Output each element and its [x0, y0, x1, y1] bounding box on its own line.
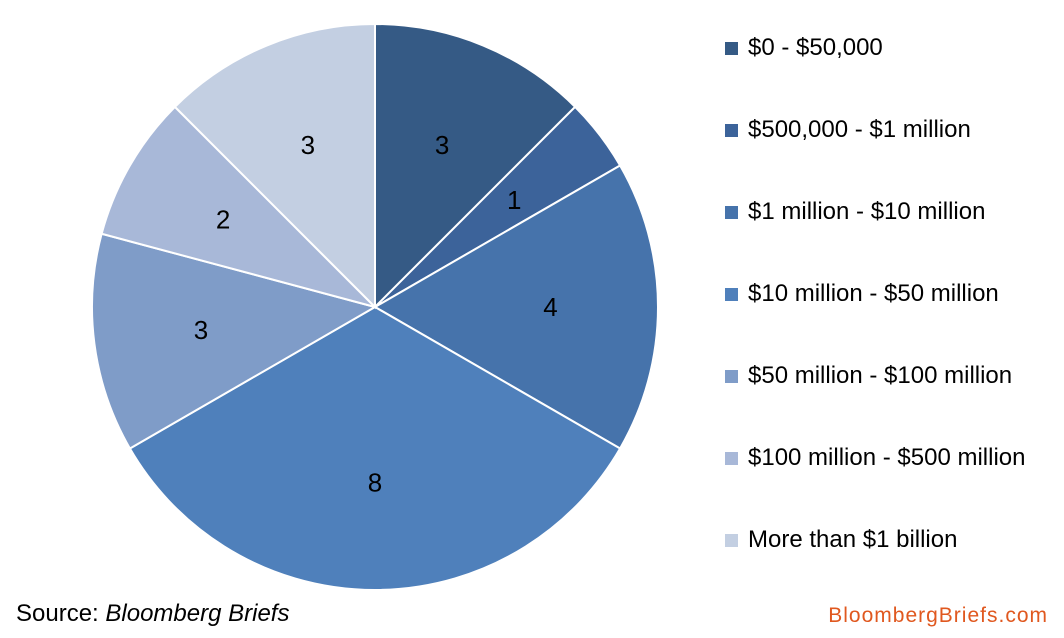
legend-label: $100 million - $500 million [748, 444, 1026, 471]
slice-value-label: 2 [216, 204, 230, 234]
legend-label: More than $1 billion [748, 526, 958, 553]
legend-item: $50 million - $100 million [725, 358, 1025, 440]
legend-item: $10 million - $50 million [725, 276, 1025, 358]
legend-label: $500,000 - $1 million [748, 116, 971, 143]
pie-slice [91, 232, 378, 450]
legend-item: $500,000 - $1 million [725, 112, 1025, 194]
legend-swatch [725, 124, 738, 137]
slice-value-label: 3 [435, 130, 449, 160]
slice-value-label: 8 [368, 467, 382, 497]
brand-wordmark: BloombergBriefs.com [828, 604, 1048, 627]
pie-slice [128, 305, 622, 591]
slice-value-label: 1 [507, 185, 521, 215]
legend-item: More than $1 billion [725, 522, 1025, 604]
legend-label: $50 million - $100 million [748, 362, 1013, 389]
pie-slice [173, 22, 376, 310]
slice-value-label: 3 [301, 130, 315, 160]
legend-item: $1 million - $10 million [725, 194, 1025, 276]
legend-swatch [725, 452, 738, 465]
pie-chart: 3 1 4 8 3 2 3 [91, 22, 659, 591]
legend-swatch [725, 370, 738, 383]
pie-slice [373, 164, 659, 450]
legend-swatch [725, 288, 738, 301]
legend-item: $100 million - $500 million [725, 440, 1025, 522]
legend-label: $0 - $50,000 [748, 34, 883, 61]
legend-item: $0 - $50,000 [725, 30, 1025, 112]
legend-label: $1 million - $10 million [748, 198, 986, 225]
source-note: Source: Bloomberg Briefs [16, 600, 289, 628]
legend: $0 - $50,000 $500,000 - $1 million $1 mill… [725, 30, 1025, 604]
legend-swatch [725, 534, 738, 547]
source-publication: Bloomberg Briefs [105, 600, 290, 627]
legend-label: $10 million - $50 million [748, 280, 999, 307]
legend-swatch [725, 42, 738, 55]
slice-value-label: 3 [194, 315, 208, 345]
slice-value-label: 4 [543, 292, 557, 322]
legend-swatch [725, 206, 738, 219]
pie-slice [374, 22, 577, 310]
pie-slice [100, 105, 379, 309]
source-prefix: Source: [16, 600, 106, 627]
